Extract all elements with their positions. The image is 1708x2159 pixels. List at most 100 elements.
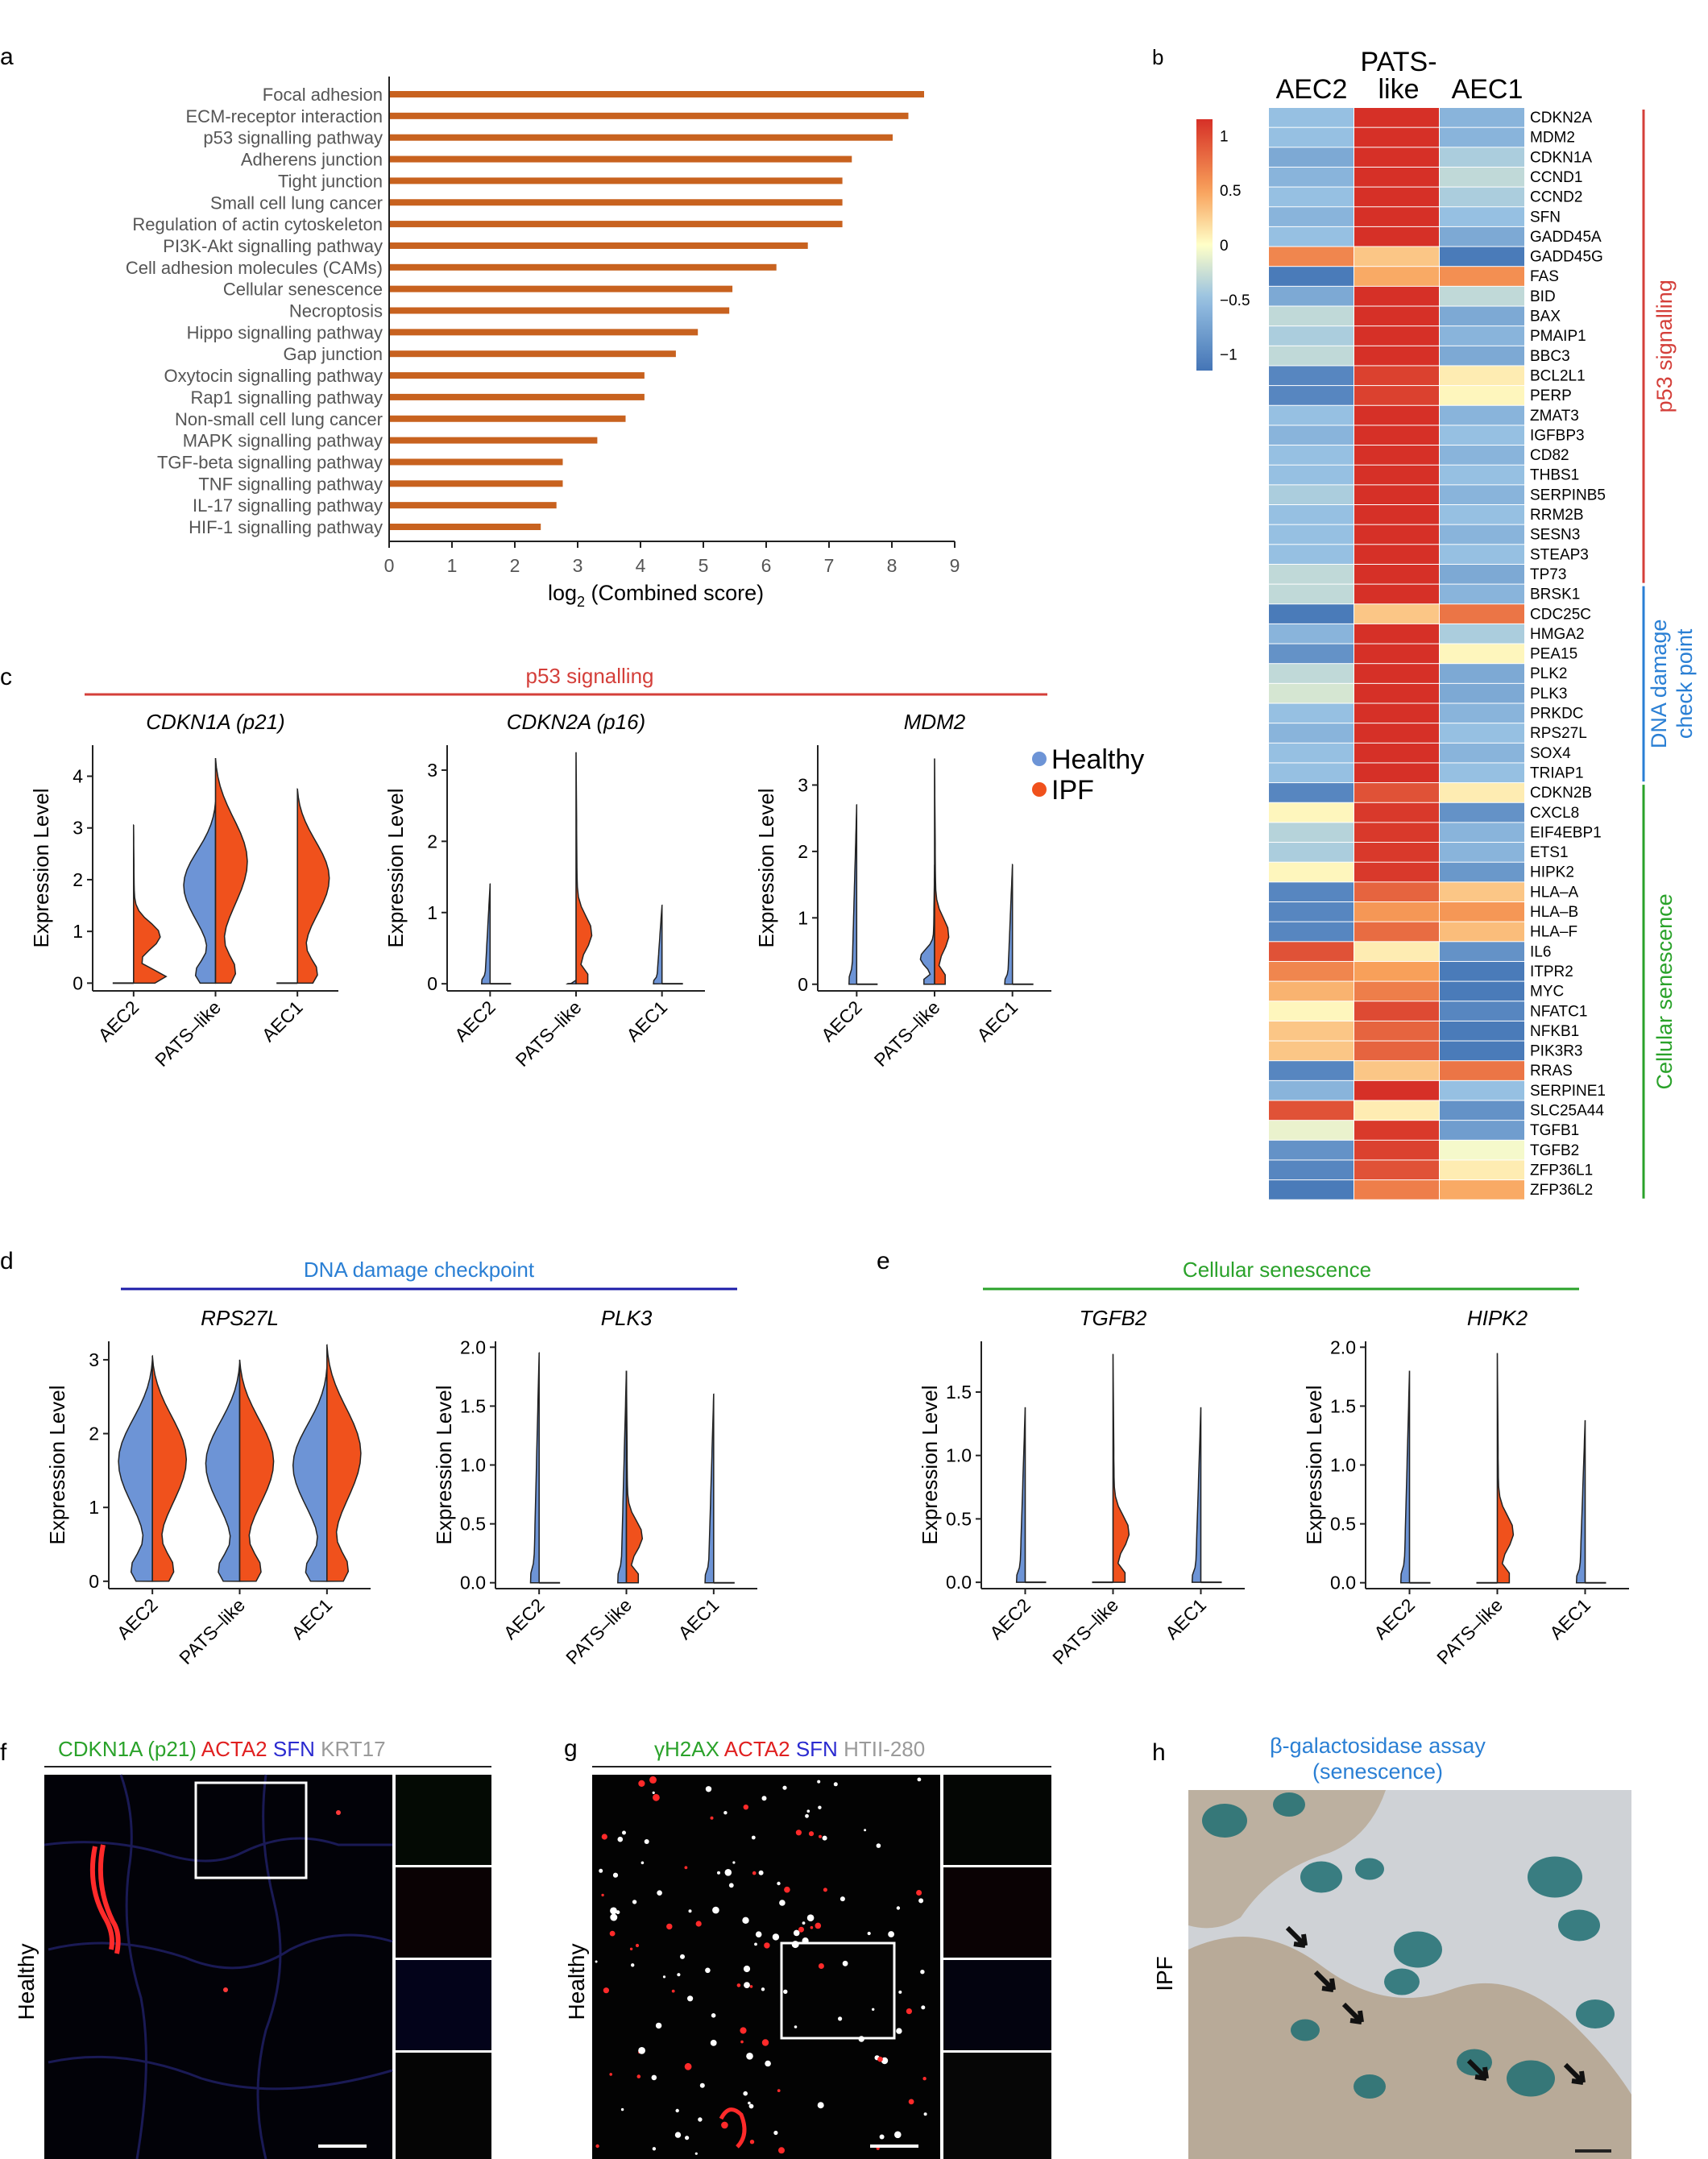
panel-g-scale-bar: [870, 2144, 918, 2148]
panel-a-category-label: Tight junction: [278, 171, 383, 191]
heatmap-cell: [1354, 1021, 1439, 1041]
heatmap-cell: [1440, 1180, 1524, 1200]
violin-half: [1496, 1353, 1515, 1584]
heatmap-cell: [1269, 664, 1354, 683]
panel-g-speckle: [671, 1989, 675, 1993]
panel-g-speckle: [833, 1782, 838, 1787]
heatmap-cell: [1354, 505, 1439, 524]
violin-half: [934, 758, 950, 985]
violin-y-tick-label: 1.0: [460, 1455, 486, 1476]
heatmap-row-label: GADD45A: [1530, 229, 1602, 246]
heatmap-cell: [1354, 346, 1439, 366]
violin-y-tick-label: 3: [427, 760, 437, 781]
heatmap-row-label: CDKN1A: [1530, 149, 1592, 166]
panel-g-speckle: [655, 2022, 662, 2029]
violin-x-tick-label: PATS–like: [512, 997, 586, 1071]
violin-x-tick-label: AEC1: [674, 1594, 723, 1643]
heatmap-row-label: HIPK2: [1530, 864, 1574, 881]
violin-y-tick-label: 0.5: [1330, 1514, 1356, 1535]
violin-y-tick-label: 1: [89, 1497, 99, 1518]
panel-g-speckle: [640, 1861, 645, 1865]
heatmap-cell: [1440, 1001, 1524, 1021]
panel-g-speckle: [685, 2136, 690, 2140]
heatmap-group-label-line2: check point: [1673, 628, 1697, 739]
heatmap-cell: [1354, 703, 1439, 723]
violin-x-tick-label: PATS–like: [175, 1594, 249, 1668]
panel-g-speckle: [652, 2147, 657, 2151]
heatmap-cell: [1354, 108, 1439, 127]
heatmap-cell: [1269, 127, 1354, 147]
violin-half: [1015, 1407, 1026, 1583]
panel-g-speckle: [705, 1786, 712, 1792]
panel-h-tissue: [1188, 1937, 1631, 2159]
panel-h-stained-cell: [1273, 1792, 1305, 1817]
panel-g-speckle: [622, 1830, 626, 1835]
heatmap-cell: [1269, 485, 1354, 504]
panel-g-speckle: [823, 1888, 827, 1892]
violin-y-tick-label: 2: [73, 869, 83, 890]
panel-letter-g: g: [564, 1735, 578, 1762]
panel-g-speckle: [687, 1995, 694, 2002]
heatmap-cell: [1269, 862, 1354, 882]
panel-g-speckle: [674, 2132, 682, 2138]
heatmap-cell: [1440, 862, 1524, 882]
violin-x-tick-label: PATS–like: [1432, 1594, 1507, 1668]
heatmap-row-label: BCL2L1: [1530, 367, 1586, 384]
violin-gene-title: TGFB2: [1080, 1306, 1147, 1330]
panel-f-inset-blue: [396, 1960, 491, 2050]
heatmap-cell: [1440, 226, 1524, 247]
panel-g-speckle: [922, 2077, 927, 2081]
violin-half: [238, 1359, 275, 1582]
panel-g-speckle: [635, 1943, 640, 1948]
heatmap-row-label: HLA–B: [1530, 904, 1578, 921]
heatmap-cell: [1440, 644, 1524, 664]
legend-ipf-dot: [1032, 782, 1047, 797]
violin-y-tick-label: 1: [427, 902, 437, 923]
violin-y-tick-label: 1: [73, 921, 83, 942]
panel-f-stain-krt17: KRT17: [321, 1737, 385, 1761]
panel-g-speckle: [754, 1942, 757, 1946]
heatmap-cell: [1269, 505, 1354, 524]
panel-g-speckle: [732, 1861, 736, 1864]
heatmap-row-label: PEA15: [1530, 646, 1577, 663]
heatmap-cell: [1269, 823, 1354, 843]
heatmap-row-label: BBC3: [1530, 348, 1570, 365]
violin-y-tick-label: 0: [427, 973, 437, 994]
panel-g-inset-red: [943, 1867, 1051, 1958]
heatmap-row-label: RPS27L: [1530, 725, 1587, 742]
panel-g-speckle: [877, 2056, 883, 2062]
heatmap-row-label: SERPINE1: [1530, 1083, 1606, 1100]
panel-g-speckle: [740, 2027, 747, 2034]
violin-x-tick-label: AEC2: [985, 1594, 1034, 1643]
heatmap-row-label: PRKDC: [1530, 706, 1584, 723]
panel-g-speckle: [839, 1896, 845, 1902]
heatmap-cell: [1440, 843, 1524, 862]
panel-g-speckle: [680, 1954, 685, 1959]
panel-g-speckle: [758, 1870, 764, 1875]
panel-letter-h: h: [1152, 1739, 1166, 1766]
panel-a-bar: [390, 155, 852, 163]
violin-y-tick-label: 0.5: [460, 1514, 486, 1535]
panel-g-speckle: [743, 2091, 748, 2096]
violin-x-tick-label: PATS–like: [1048, 1594, 1122, 1668]
panel-g-speckle: [752, 1871, 757, 1875]
heatmap-cell: [1269, 108, 1354, 127]
violin-half: [848, 804, 858, 985]
panel-a-category-label: Cellular senescence: [223, 280, 383, 300]
panel-g-speckle: [793, 1929, 800, 1937]
panel-g-speckle: [777, 1881, 781, 1886]
violin-x-tick-label: AEC2: [450, 997, 500, 1046]
panel-g-speckle: [743, 1965, 751, 1973]
panel-e-header: Cellular senescence: [1183, 1258, 1371, 1282]
panel-a-bar: [390, 329, 699, 336]
violin-x-tick-label: AEC1: [258, 997, 307, 1046]
panel-g-speckle: [761, 2039, 769, 2046]
heatmap-cell: [1440, 167, 1524, 187]
panel-a-xlabel-sub: 2: [577, 594, 585, 610]
heatmap-row-label: NFKB1: [1530, 1023, 1579, 1040]
heatmap-cell: [1354, 445, 1439, 465]
violin-half: [133, 823, 168, 984]
heatmap-cell: [1354, 743, 1439, 763]
heatmap-cell: [1440, 485, 1524, 504]
heatmap-row-label: PERP: [1530, 387, 1572, 404]
